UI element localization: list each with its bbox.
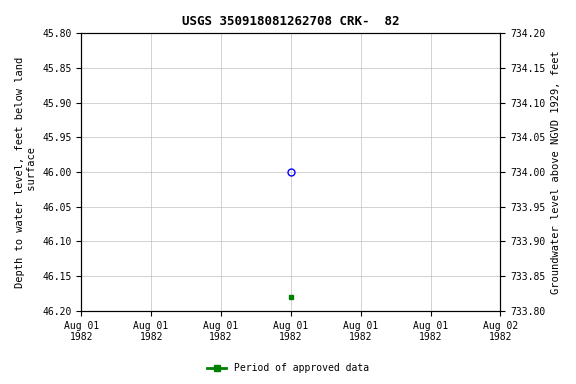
Y-axis label: Depth to water level, feet below land
 surface: Depth to water level, feet below land su… [15, 56, 37, 288]
Title: USGS 350918081262708 CRK-  82: USGS 350918081262708 CRK- 82 [182, 15, 400, 28]
Legend: Period of approved data: Period of approved data [203, 359, 373, 377]
Y-axis label: Groundwater level above NGVD 1929, feet: Groundwater level above NGVD 1929, feet [551, 50, 561, 294]
